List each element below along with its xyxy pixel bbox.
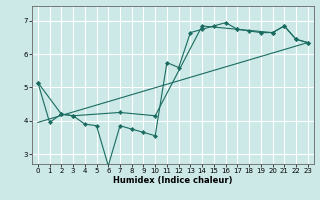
X-axis label: Humidex (Indice chaleur): Humidex (Indice chaleur) bbox=[113, 176, 233, 185]
